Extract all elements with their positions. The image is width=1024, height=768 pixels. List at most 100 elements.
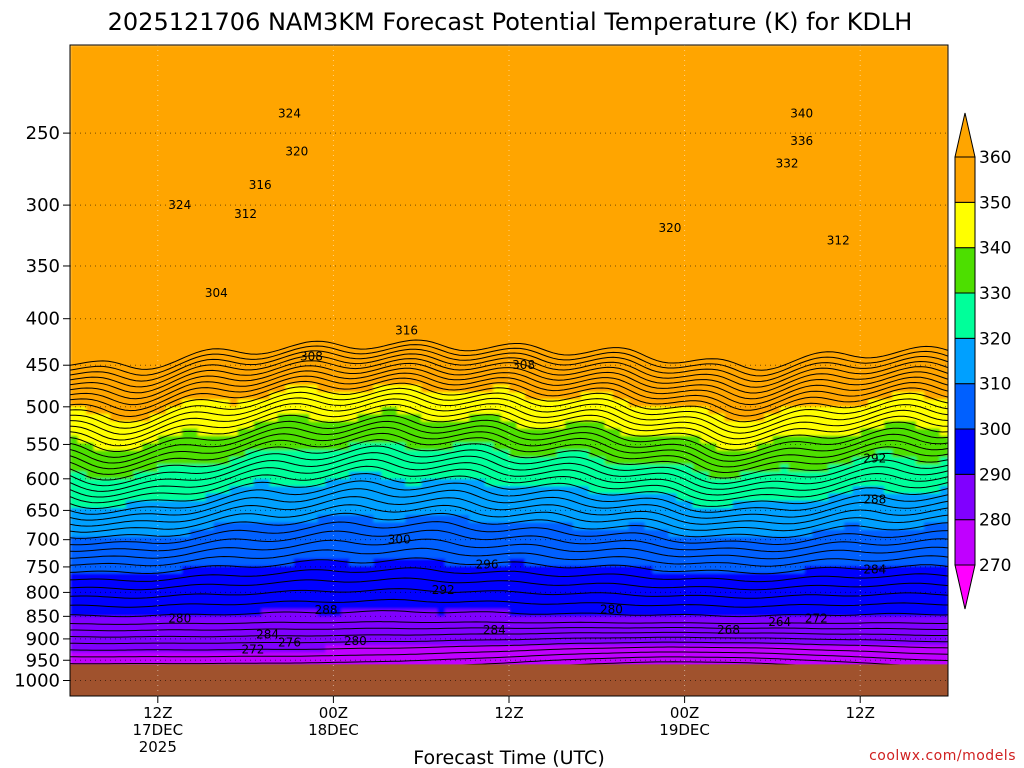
theta-cell <box>101 233 111 241</box>
theta-cell <box>221 45 231 53</box>
theta-cell <box>317 240 327 249</box>
theta-cell <box>732 196 742 205</box>
theta-cell <box>740 240 750 249</box>
theta-cell <box>868 146 877 155</box>
theta-cell <box>692 254 702 263</box>
theta-cell <box>197 290 207 299</box>
theta-cell <box>70 95 79 104</box>
theta-cell <box>381 182 390 191</box>
theta-cell <box>740 88 750 97</box>
theta-cell <box>644 334 654 343</box>
theta-cell <box>205 305 215 314</box>
theta-cell <box>117 356 127 364</box>
theta-cell <box>860 233 869 241</box>
theta-cell <box>844 124 853 133</box>
theta-cell <box>908 189 917 198</box>
theta-cell <box>181 356 191 364</box>
theta-cell <box>684 189 694 198</box>
theta-cell <box>740 66 750 75</box>
theta-cell <box>772 262 781 270</box>
theta-cell <box>940 218 948 227</box>
theta-cell <box>564 59 574 68</box>
theta-cell <box>916 211 925 220</box>
theta-cell <box>405 290 414 299</box>
theta-cell <box>892 117 901 126</box>
theta-cell <box>261 341 271 350</box>
theta-cell <box>341 356 350 364</box>
theta-cell <box>756 110 766 118</box>
theta-cell <box>940 283 948 292</box>
theta-cell <box>620 305 630 314</box>
theta-cell <box>477 319 486 328</box>
theta-cell <box>293 233 303 241</box>
theta-cell <box>932 341 941 350</box>
theta-cell <box>85 312 95 321</box>
theta-cell <box>628 225 638 234</box>
theta-cell <box>125 370 135 379</box>
theta-cell <box>149 175 159 184</box>
theta-cell <box>205 341 215 350</box>
theta-cell <box>540 269 550 278</box>
theta-cell <box>197 204 207 212</box>
theta-cell <box>820 247 829 256</box>
theta-cell <box>229 233 239 241</box>
theta-cell <box>828 182 837 191</box>
theta-cell <box>516 139 526 147</box>
theta-cell <box>652 88 662 97</box>
theta-cell <box>516 211 526 220</box>
theta-cell <box>501 247 510 256</box>
theta-cell <box>509 240 518 249</box>
theta-cell <box>932 305 941 314</box>
theta-cell <box>469 290 478 299</box>
theta-cell <box>221 269 231 278</box>
theta-cell <box>157 95 167 104</box>
theta-cell <box>876 102 885 111</box>
theta-cell <box>101 139 111 147</box>
theta-cell <box>157 160 167 169</box>
theta-cell <box>892 254 901 263</box>
theta-cell <box>564 319 574 328</box>
theta-cell <box>77 225 87 234</box>
theta-cell <box>253 73 263 82</box>
theta-cell <box>644 327 654 335</box>
theta-cell <box>908 341 917 350</box>
theta-cell <box>860 95 869 104</box>
theta-cell <box>596 254 606 263</box>
theta-cell <box>437 233 446 241</box>
theta-cell <box>828 341 837 350</box>
theta-cell <box>732 225 742 234</box>
theta-cell <box>141 334 151 343</box>
theta-cell <box>900 334 909 343</box>
theta-cell <box>684 341 694 350</box>
theta-cell <box>261 269 271 278</box>
theta-cell <box>628 117 638 126</box>
theta-cell <box>453 102 462 111</box>
theta-cell <box>485 356 494 364</box>
theta-cell <box>325 124 334 133</box>
theta-cell <box>221 290 231 299</box>
theta-cell <box>70 102 79 111</box>
theta-cell <box>237 153 247 162</box>
theta-cell <box>916 117 925 126</box>
theta-cell <box>269 262 279 270</box>
theta-cell <box>860 225 869 234</box>
theta-cell <box>125 110 135 118</box>
theta-cell <box>205 160 215 169</box>
theta-cell <box>764 73 773 82</box>
theta-cell <box>828 81 837 89</box>
theta-cell <box>317 88 327 97</box>
theta-cell <box>772 233 781 241</box>
theta-cell <box>365 356 374 364</box>
theta-cell <box>748 204 758 212</box>
theta-cell <box>309 290 319 299</box>
theta-cell <box>700 334 710 343</box>
theta-cell <box>548 240 558 249</box>
theta-cell <box>85 348 95 357</box>
theta-cell <box>501 52 510 61</box>
theta-cell <box>493 45 502 53</box>
theta-cell <box>860 146 869 155</box>
theta-cell <box>149 117 159 126</box>
theta-cell <box>620 124 630 133</box>
theta-cell <box>516 298 526 306</box>
theta-cell <box>828 225 837 234</box>
